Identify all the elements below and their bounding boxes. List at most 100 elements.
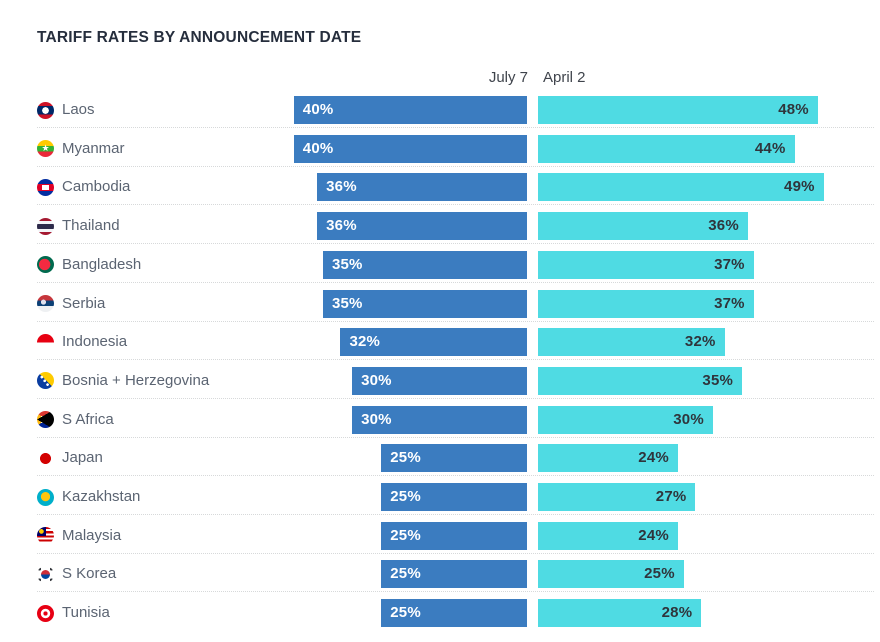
july-value-label: 25% — [390, 488, 421, 506]
april-value-label: 37% — [714, 255, 745, 273]
july-value-label: 36% — [326, 178, 357, 196]
july-bar: 25% — [381, 599, 527, 628]
table-row: Bangladesh 35% 37% — [37, 250, 876, 290]
flag-malaysia-icon — [37, 527, 54, 545]
july-bar: 35% — [322, 289, 527, 318]
country-label: Myanmar — [62, 139, 125, 157]
country-label: Tunisia — [62, 604, 110, 622]
april-bar: 48% — [538, 96, 818, 124]
april-value-label: 25% — [644, 565, 675, 583]
country-label: Bangladesh — [62, 255, 142, 273]
july-value-label: 40% — [302, 101, 334, 118]
april-value-label: 28% — [661, 604, 693, 622]
april-value-label: 24% — [638, 526, 669, 544]
flag-laos-icon — [37, 101, 54, 119]
country-label: Laos — [62, 101, 95, 118]
april-bar: 36% — [538, 212, 748, 241]
july-bar: 30% — [352, 405, 527, 434]
july-value-label: 25% — [390, 565, 421, 583]
july-value-label: 36% — [326, 217, 357, 235]
july-bar: 36% — [317, 173, 527, 202]
flag-cambodia-icon — [37, 178, 54, 196]
country-label: Cambodia — [62, 178, 131, 196]
april-value-label: 48% — [778, 101, 809, 118]
flag-serbia-icon — [37, 295, 54, 313]
table-row: Malaysia 25% 24% — [37, 521, 876, 561]
flag-indonesia-icon — [37, 333, 54, 351]
july-bar: 25% — [381, 521, 527, 550]
country-label: Indonesia — [62, 333, 128, 351]
country-label: Bosnia + Herzegovina — [62, 371, 210, 389]
april-bar: 24% — [538, 444, 678, 473]
table-row: Kazakhstan 25% 27% — [37, 483, 876, 522]
table-row: S Africa 30% 30% — [37, 405, 876, 445]
july-bar: 36% — [317, 212, 527, 241]
flag-s-africa-icon — [37, 411, 54, 429]
flag-japan-icon — [37, 449, 54, 467]
july-bar: 25% — [381, 444, 527, 473]
april-value-label: 32% — [684, 333, 716, 351]
july-bar: 25% — [381, 560, 527, 589]
april-bar: 44% — [538, 134, 795, 163]
july-bar: 30% — [352, 366, 527, 395]
april-value-label: 27% — [655, 488, 687, 506]
april-value-label: 30% — [673, 410, 704, 428]
table-row: Tunisia 25% 28% — [37, 599, 876, 638]
july-bar: 35% — [322, 250, 527, 279]
column-header-april: April 2 — [543, 69, 586, 86]
flag-s-korea-icon — [37, 565, 54, 583]
april-bar: 37% — [538, 250, 754, 279]
july-value-label: 30% — [361, 410, 392, 428]
july-value-label: 25% — [390, 604, 421, 622]
april-value-label: 36% — [708, 217, 739, 235]
july-value-label: 35% — [331, 255, 363, 273]
april-bar: 27% — [538, 483, 696, 512]
flag-bangladesh-icon — [37, 256, 54, 274]
column-header-july: July 7 — [488, 69, 528, 86]
april-bar: 49% — [538, 173, 824, 202]
april-bar: 28% — [538, 599, 702, 628]
country-label: S Africa — [62, 410, 114, 428]
flag-thailand-icon — [37, 217, 54, 235]
april-bar: 30% — [538, 405, 713, 434]
april-value-label: 35% — [702, 371, 734, 389]
table-row: Japan 25% 24% — [37, 444, 876, 483]
april-value-label: 37% — [714, 294, 745, 312]
table-row: Myanmar 40% 44% — [37, 134, 876, 174]
april-value-label: 44% — [754, 139, 786, 157]
april-value-label: 49% — [784, 178, 815, 196]
table-row: S Korea 25% 25% — [37, 560, 876, 599]
july-value-label: 40% — [302, 139, 334, 157]
table-row: Bosnia + Herzegovina 30% 35% — [37, 366, 876, 406]
july-bar: 25% — [381, 483, 527, 512]
april-bar: 32% — [538, 328, 725, 357]
country-label: S Korea — [62, 565, 117, 583]
table-row: Laos 40% 48% — [37, 96, 876, 135]
july-bar: 32% — [340, 328, 527, 357]
april-value-label: 24% — [638, 449, 669, 467]
table-row: Thailand 36% 36% — [37, 212, 876, 251]
flag-bosnia-icon — [37, 372, 54, 390]
country-label: Kazakhstan — [62, 488, 141, 506]
flag-myanmar-icon — [37, 140, 54, 158]
page-title: TARIFF RATES BY ANNOUNCEMENT DATE — [37, 29, 362, 46]
july-value-label: 35% — [331, 294, 363, 312]
april-bar: 25% — [538, 560, 684, 589]
country-label: Thailand — [62, 217, 120, 235]
flag-kazakhstan-icon — [37, 488, 54, 506]
july-value-label: 32% — [349, 333, 381, 351]
tariff-chart: TARIFF RATES BY ANNOUNCEMENT DATE July 7… — [37, 0, 876, 642]
july-value-label: 30% — [361, 371, 392, 389]
table-row: Indonesia 32% 32% — [37, 328, 876, 367]
country-label: Japan — [62, 449, 103, 467]
july-value-label: 25% — [390, 526, 421, 544]
april-bar: 37% — [538, 289, 754, 318]
country-label: Malaysia — [62, 526, 122, 544]
table-row: Serbia 35% 37% — [37, 289, 876, 329]
july-bar: 40% — [293, 134, 527, 163]
july-value-label: 25% — [390, 449, 421, 467]
country-label: Serbia — [62, 294, 106, 312]
april-bar: 35% — [538, 366, 743, 395]
july-bar: 40% — [293, 96, 527, 124]
table-row: Cambodia 36% 49% — [37, 173, 876, 212]
